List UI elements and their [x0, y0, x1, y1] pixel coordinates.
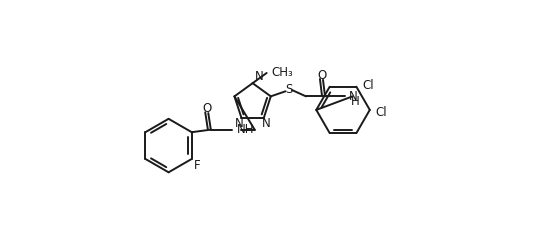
- Text: N: N: [262, 116, 270, 129]
- Text: N: N: [235, 116, 244, 129]
- Text: H: H: [351, 95, 360, 108]
- Text: Cl: Cl: [362, 78, 373, 91]
- Text: O: O: [318, 68, 327, 81]
- Text: NH: NH: [237, 122, 254, 135]
- Text: CH₃: CH₃: [271, 66, 293, 79]
- Text: O: O: [203, 102, 212, 115]
- Text: Cl: Cl: [376, 105, 387, 118]
- Text: N: N: [255, 70, 264, 82]
- Text: N: N: [348, 89, 357, 102]
- Text: S: S: [285, 83, 292, 96]
- Text: F: F: [194, 158, 200, 171]
